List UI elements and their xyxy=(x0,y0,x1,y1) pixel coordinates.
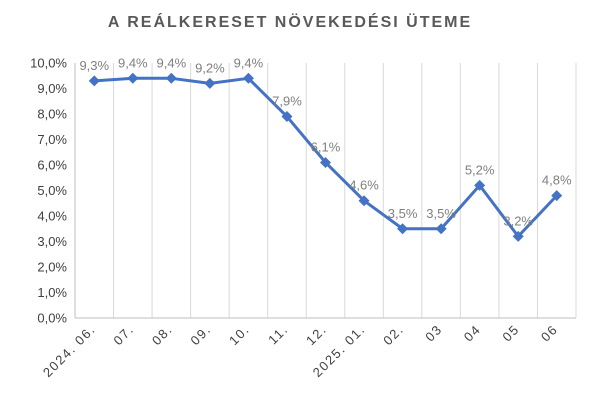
data-label: 5,2% xyxy=(465,162,495,177)
x-tick-label: 12. xyxy=(303,322,330,349)
y-tick-label: 10,0% xyxy=(30,56,67,71)
y-tick-label: 4,0% xyxy=(37,209,67,224)
data-point-marker xyxy=(551,190,563,202)
data-point-marker xyxy=(358,195,370,207)
y-tick-label: 9,0% xyxy=(37,81,67,96)
x-tick-label: 05 xyxy=(499,322,522,345)
data-label: 9,4% xyxy=(157,55,187,70)
data-point-marker xyxy=(435,223,447,235)
series xyxy=(88,72,563,242)
data-label: 9,3% xyxy=(79,58,109,73)
x-tick-label: 11. xyxy=(265,322,291,348)
chart-title: A REÁLKERESET NÖVEKEDÉSI ÜTEME xyxy=(108,12,472,31)
y-tick-label: 8,0% xyxy=(37,107,67,122)
x-tick-label: 2024. 06. xyxy=(40,322,98,380)
y-tick-label: 1,0% xyxy=(37,285,67,300)
y-tick-label: 2,0% xyxy=(37,260,67,275)
data-point-marker xyxy=(397,223,409,235)
data-label: 7,9% xyxy=(272,94,302,109)
data-point-marker xyxy=(320,156,331,168)
data-label: 3,5% xyxy=(388,206,418,221)
y-tick-label: 3,0% xyxy=(37,234,67,249)
data-label: 4,8% xyxy=(542,173,572,188)
data-label: 6,1% xyxy=(311,139,341,154)
x-tick-label: 02. xyxy=(380,322,407,349)
data-point-marker xyxy=(242,72,254,84)
y-axis: 0,0% 1,0% 2,0% 3,0% 4,0% 5,0% 6,0% 7,0% 8,0% 9,0%… xyxy=(30,56,76,326)
y-tick-label: 7,0% xyxy=(37,132,67,147)
data-point-marker xyxy=(474,179,486,191)
x-tick-label: 07. xyxy=(110,322,137,349)
x-tick-label: 06 xyxy=(538,322,561,345)
x-tick-label: 08. xyxy=(149,322,176,349)
data-point-marker xyxy=(165,72,177,84)
x-tick-label: 09. xyxy=(187,322,214,349)
data-point-marker xyxy=(281,111,293,123)
y-tick-label: 6,0% xyxy=(37,158,67,173)
data-label: 4,6% xyxy=(349,178,379,193)
data-label: 9,4% xyxy=(234,55,264,70)
data-label: 3,5% xyxy=(426,206,456,221)
y-tick-label: 5,0% xyxy=(37,183,67,198)
x-tick-label: 10. xyxy=(226,322,253,349)
grid-lines xyxy=(113,63,577,318)
y-tick-label: 0,0% xyxy=(37,311,67,326)
data-label: 9,2% xyxy=(195,60,225,75)
data-labels: 9,3% 9,4% 9,4% 9,2% 9,4% 7,9% 6,1% 4,6% 3,5% 3,5%… xyxy=(79,55,572,228)
x-axis: 2024. 06. 07. 08. 09. 10. 11. 12.2025. 01. 02. 0… xyxy=(40,317,576,380)
data-label: 9,4% xyxy=(118,55,148,70)
data-point-marker xyxy=(88,75,100,87)
data-point-marker xyxy=(512,230,524,242)
x-tick-label: 04 xyxy=(461,322,484,345)
data-label: 3,2% xyxy=(503,213,533,228)
data-point-marker xyxy=(204,77,216,89)
x-tick-label: 03 xyxy=(422,322,445,345)
data-point-marker xyxy=(127,72,139,84)
